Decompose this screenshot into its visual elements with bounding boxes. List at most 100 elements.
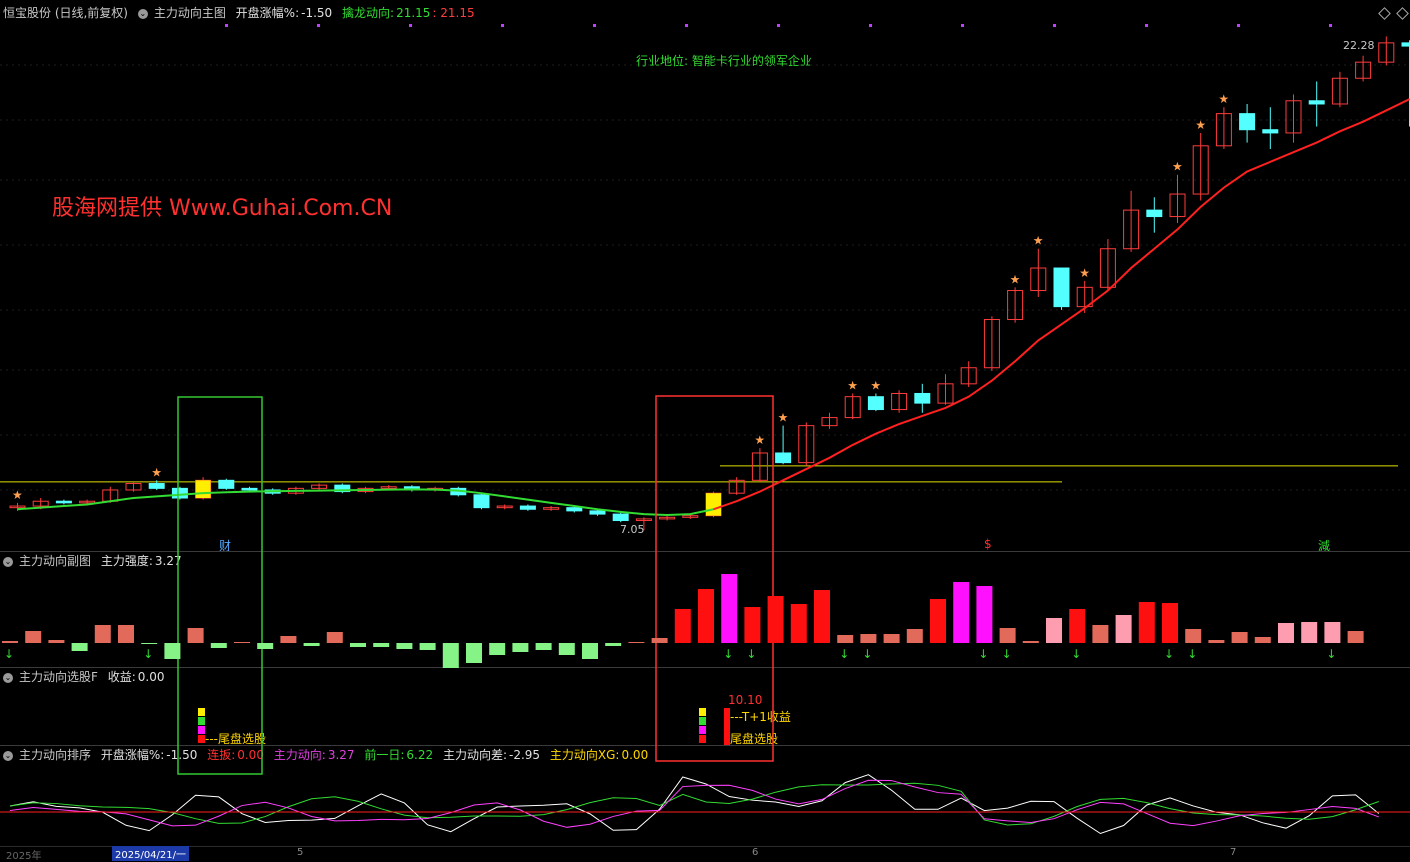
candle-body [496, 505, 513, 509]
strength-label: 主力强度: [100, 554, 153, 568]
strength-bar [373, 643, 390, 647]
strength-bar [582, 643, 598, 659]
dividend-marker[interactable]: $ [984, 537, 992, 551]
buy-signal-icon: ★ [1079, 266, 1090, 280]
diff-value: -2.95 [509, 748, 541, 762]
candle-body [844, 396, 861, 419]
sub3-title[interactable]: 主力动向排序 [19, 748, 92, 762]
top-marker [1237, 24, 1240, 27]
candle-body [821, 417, 838, 427]
down-arrow-icon: ↓ [143, 647, 153, 661]
buy-signal-icon: ★ [778, 411, 789, 425]
candle-body [914, 392, 931, 404]
sub1-title[interactable]: 主力动向副图 [19, 554, 92, 568]
candle-body [1007, 290, 1024, 320]
signal-block [198, 708, 205, 716]
axis-date-cursor[interactable]: 2025/04/21/一 [112, 846, 190, 861]
top-marker [317, 24, 320, 27]
strength-bar [257, 643, 274, 649]
rank-line [9, 779, 1379, 828]
down-arrow-icon: ↓ [1326, 647, 1336, 661]
expand-icon[interactable] [1378, 7, 1391, 20]
candle-body [403, 486, 420, 491]
main-indicator-name[interactable]: 主力动向主图 [153, 6, 226, 20]
lianban-value: 0.00 [237, 748, 264, 762]
strength-bar [1046, 618, 1062, 643]
strength-bar [303, 643, 320, 646]
strength-bar [187, 628, 204, 643]
dragon-value: 21.15 [396, 6, 431, 20]
return-label: 收益: [107, 670, 136, 684]
strength-bar [326, 632, 343, 643]
strength-bar [419, 643, 436, 650]
top-marker [501, 24, 504, 27]
buy-signal-icon: ★ [1195, 118, 1206, 132]
top-marker [225, 24, 228, 27]
candle-body [1378, 42, 1395, 63]
strength-bar [674, 609, 691, 643]
sub2-header: ⌄ 主力动向选股F 收益: 0.00 [3, 667, 171, 687]
xg-label: 主力动向XG: [549, 748, 620, 762]
strength-bar [489, 643, 506, 655]
candle-body [334, 484, 351, 493]
diff-label: 主力动向差: [442, 748, 508, 762]
lianban-label: 连扳: [207, 748, 236, 762]
sub3-header: ⌄ 主力动向排序 开盘涨幅%: -1.50 连扳: 0.00 主力动向: 3.27 前一… [3, 745, 654, 765]
candle-body [1146, 209, 1163, 218]
strength-bar [2, 641, 18, 643]
main-chart-header: 恒宝股份 (日线,前复权) ⌄ 主力动向主图 开盘涨幅%: -1.50 擒龙动向: 2… [3, 3, 481, 23]
prev-label: 前一日: [364, 748, 405, 762]
candle-body [32, 500, 49, 507]
low-price-label: 7.05 [620, 523, 645, 536]
sub2-toggle-icon[interactable]: ⌄ [3, 672, 13, 683]
candle-body [1239, 113, 1256, 131]
candle-body [450, 487, 467, 496]
down-arrow-icon: ↓ [1187, 647, 1197, 661]
candle-body [612, 513, 629, 522]
indicator-toggle-icon[interactable]: ⌄ [137, 8, 148, 19]
candle-body [287, 487, 304, 494]
strength-bar [1208, 640, 1225, 643]
candle-body [1169, 193, 1186, 218]
sub1-toggle-icon[interactable]: ⌄ [3, 556, 13, 567]
panel-divider-2[interactable] [0, 667, 1410, 668]
sub3-open-value: -1.50 [166, 748, 198, 762]
settings-icon[interactable] [1396, 7, 1409, 20]
top-marker [1329, 24, 1332, 27]
strength-bar [1022, 641, 1039, 643]
panel-divider-1[interactable] [0, 551, 1410, 552]
candle-body [728, 479, 745, 494]
buy-signal-icon: ★ [1010, 272, 1021, 286]
strength-bar [906, 629, 923, 643]
strength-bar [141, 643, 158, 644]
candle-body [682, 515, 699, 518]
strength-bar [744, 607, 761, 643]
strength-value: 3.27 [154, 554, 182, 568]
strength-bar [164, 643, 181, 659]
down-arrow-icon: ↓ [723, 647, 733, 661]
candle-body [55, 500, 72, 504]
candle-body [589, 510, 606, 515]
signal-block [198, 726, 205, 734]
sub3-toggle-icon[interactable]: ⌄ [3, 750, 13, 761]
top-marker [593, 24, 596, 27]
signal-block [198, 735, 205, 743]
strength-bar [1254, 637, 1271, 643]
stock-name[interactable]: 恒宝股份 (日线,前复权) [3, 6, 128, 20]
candle-body [427, 487, 444, 491]
strength-bar [837, 635, 854, 643]
candle-body [519, 505, 536, 510]
top-marker [869, 24, 872, 27]
candle-body [380, 486, 397, 489]
reduce-marker[interactable]: 減 [1318, 539, 1331, 553]
sub2-title[interactable]: 主力动向选股F [19, 670, 98, 684]
strength-bar [1347, 631, 1364, 643]
down-arrow-icon: ↓ [1071, 647, 1081, 661]
candle-body [473, 494, 490, 509]
strength-bar [976, 586, 993, 643]
candle-body [1262, 129, 1279, 134]
rank-line [9, 774, 1380, 835]
candle-body [1331, 77, 1348, 105]
buy-signal-icon: ★ [1033, 234, 1044, 248]
